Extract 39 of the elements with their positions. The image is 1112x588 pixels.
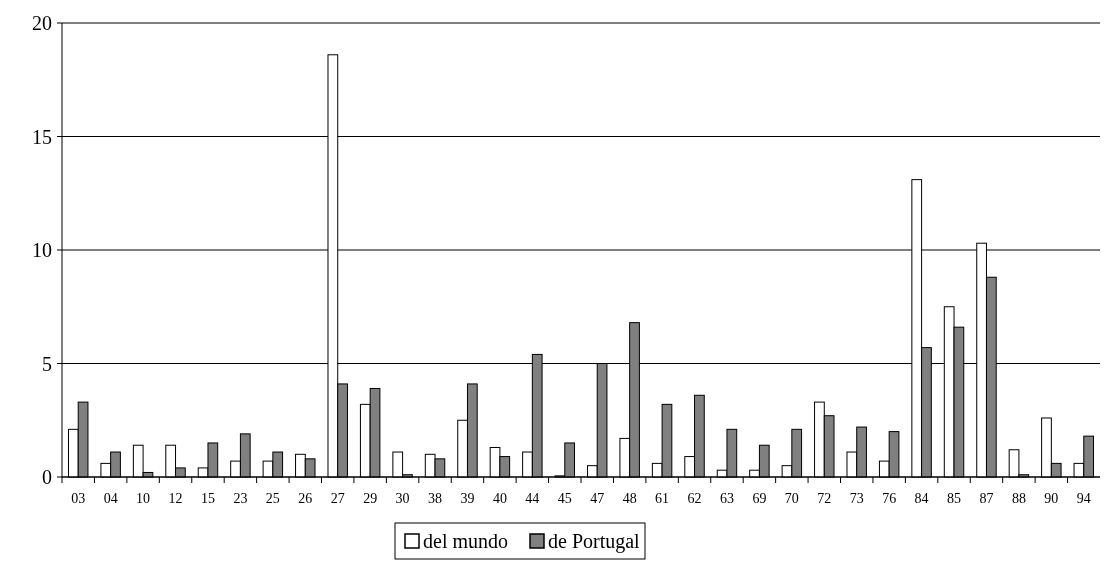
legend-label: de Portugal xyxy=(548,530,641,553)
x-tick-label: 48 xyxy=(622,491,637,506)
x-tick-label: 10 xyxy=(136,491,151,506)
y-tick-label: 20 xyxy=(32,12,52,34)
x-tick-label: 72 xyxy=(817,491,832,506)
x-tick-label: 29 xyxy=(363,491,378,506)
x-tick-label: 47 xyxy=(590,491,605,506)
x-tick-label: 12 xyxy=(168,491,183,506)
x-tick-label: 85 xyxy=(947,491,962,506)
x-tick-label: 61 xyxy=(655,491,670,506)
y-tick-label: 5 xyxy=(42,352,52,375)
x-tick-label: 44 xyxy=(525,491,540,506)
y-tick-label: 10 xyxy=(32,239,52,261)
x-tick-label: 15 xyxy=(200,491,215,506)
x-tick-label: 69 xyxy=(752,491,767,506)
x-tick-label: 23 xyxy=(233,491,248,506)
legend-label: del mundo xyxy=(423,530,508,552)
x-tick-label: 88 xyxy=(1011,491,1026,506)
x-tick-label: 03 xyxy=(71,491,86,506)
x-tick-label: 84 xyxy=(914,491,929,506)
x-tick-label: 94 xyxy=(1076,491,1091,506)
x-tick-label: 62 xyxy=(687,491,702,506)
x-tick-label: 90 xyxy=(1044,491,1059,506)
x-tick-label: 04 xyxy=(103,491,118,506)
y-tick-label: 0 xyxy=(42,466,52,488)
x-tick-label: 87 xyxy=(979,491,994,506)
x-tick-label: 70 xyxy=(784,491,799,506)
x-tick-label: 30 xyxy=(395,491,410,506)
x-tick-label: 76 xyxy=(882,491,897,506)
x-tick-label: 27 xyxy=(330,491,345,506)
x-tick-label: 25 xyxy=(265,491,280,506)
x-tick-label: 39 xyxy=(460,491,475,506)
y-tick-label: 15 xyxy=(32,125,52,148)
x-tick-label: 63 xyxy=(719,491,734,506)
x-tick-label: 73 xyxy=(849,491,864,506)
x-tick-label: 38 xyxy=(428,491,443,506)
x-tick-label: 45 xyxy=(557,491,572,506)
x-tick-label: 26 xyxy=(298,491,313,506)
x-tick-label: 40 xyxy=(492,491,507,506)
